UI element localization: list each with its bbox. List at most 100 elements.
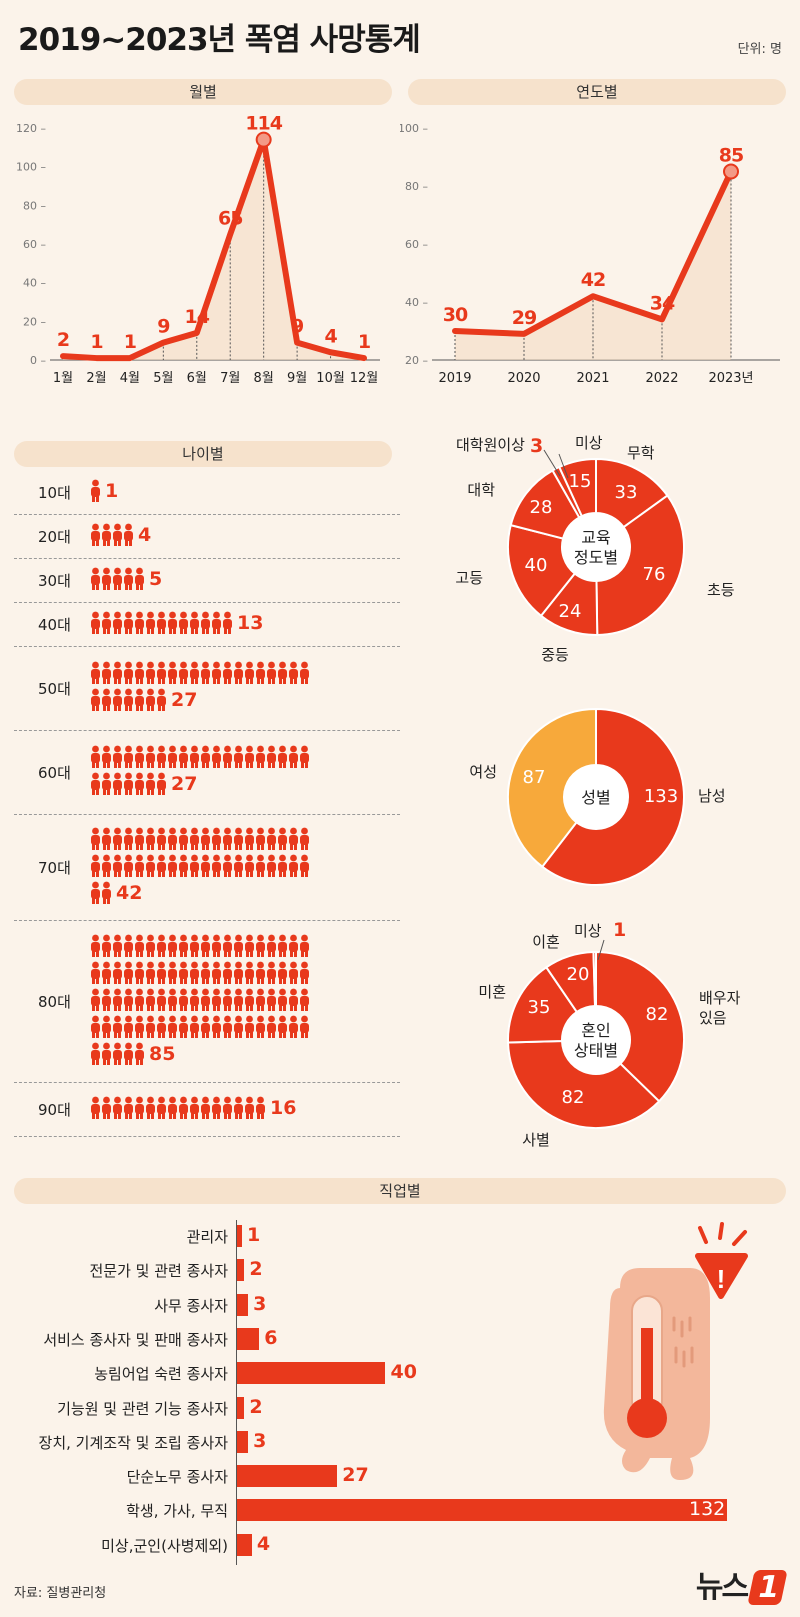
person-icon [156,661,167,685]
person-icon [222,827,233,851]
person-icon [299,827,310,851]
person-icon [101,961,112,985]
donut-category-label: 대학원이상 [456,436,525,454]
donut-value-label: 82 [562,1087,585,1108]
monthly-line-chart-svg: 0 –20 –40 –60 –80 –100 –120 –2 1 19 1465114… [16,113,380,386]
x-tick-label: 2월 [86,371,106,386]
person-icon [200,611,211,635]
age-label: 60대 [38,764,71,782]
donut-center-label: 정도별 [574,548,618,567]
person-icon [90,523,101,547]
age-value: 13 [237,611,264,634]
person-icon [222,1015,233,1039]
monthly-section-header: 월별 [14,79,392,105]
person-icon [189,661,200,685]
person-icon [244,827,255,851]
person-icon [101,661,112,685]
person-icon [288,661,299,685]
job-value: 1 [247,1224,261,1246]
person-icon [277,988,288,1012]
donut-center [562,1006,630,1074]
donut-slice [595,457,669,529]
x-tick-label: 10월 [316,371,345,386]
donut-slice [595,950,685,1103]
donut-value-label: 3 [530,435,543,457]
person-icon [112,745,123,769]
donut-value-label: 24 [559,601,582,622]
donut-category-label: 중등 [541,646,569,664]
person-icon [266,1015,277,1039]
leader-line [558,453,569,479]
person-icon [156,772,167,796]
job-label: 농림어업 숙련 종사자 [94,1365,228,1384]
donut-slice [509,469,581,540]
person-icon [112,611,123,635]
person-icon [101,523,112,547]
series-line [452,168,734,337]
person-icon [189,1096,200,1120]
person-icon [222,934,233,958]
person-icon [255,988,266,1012]
person-icon [244,988,255,1012]
job-bar [237,1533,252,1556]
peak-point [723,163,739,180]
data-label: 1 [90,331,102,353]
person-icon [266,961,277,985]
donut-value-label: 28 [530,497,553,518]
age-value: 27 [171,773,198,795]
person-icon [266,988,277,1012]
job-bar [237,1293,249,1316]
person-icon [90,772,101,796]
person-icon [90,961,101,985]
person-icon [222,611,233,635]
person-icon [112,961,123,985]
person-icons: 85 [90,934,350,1069]
person-icon [200,745,211,769]
person-icon [178,827,189,851]
area-fill [63,139,364,360]
person-icon [189,854,200,878]
person-icon [178,661,189,685]
person-icon [101,1042,112,1066]
person-icon [255,934,266,958]
person-icon [112,1096,123,1120]
person-icon [211,661,222,685]
person-icons: 1 [90,479,350,506]
person-icon [167,961,178,985]
person-icon [178,1015,189,1039]
job-value: 4 [256,1532,271,1555]
age-label: 90대 [38,1101,71,1119]
job-axis [236,1220,237,1565]
x-tick-label: 2021 [576,371,609,386]
person-icon [299,745,310,769]
person-icon [134,827,145,851]
person-icon [277,961,288,985]
yearly-line-chart-svg: 20 – 40 – 60 – 80 – 100 – 30 29 42 34 85 2019 2020 2… [398,122,780,386]
thermometer-warning-illustration: ! [603,1222,748,1480]
person-icon [288,934,299,958]
person-icon [90,688,101,712]
person-icon [134,688,145,712]
y-tick-label: 80 – [405,180,428,193]
person-icon [134,772,145,796]
donut-category-label: 여성 [469,763,497,781]
person-icon [167,854,178,878]
job-bar [237,1396,245,1419]
person-icon [167,1096,178,1120]
person-icon [90,881,101,905]
person-icon [233,661,244,685]
age-row: 60대 27 [14,730,400,815]
person-icon [123,611,134,635]
data-label: 14 [185,306,210,328]
person-icon [90,1096,101,1120]
person-icon [233,1096,244,1120]
warning-rays-icon [698,1222,747,1246]
person-icon [90,988,101,1012]
donut-category-label: 배우자 있음 [699,989,741,1027]
job-bar [237,1327,260,1350]
person-icon [90,611,101,635]
donut-category-label: 이혼 [532,933,560,951]
person-icon [134,988,145,1012]
area-fill [455,171,731,360]
person-icons: 13 [90,611,350,638]
